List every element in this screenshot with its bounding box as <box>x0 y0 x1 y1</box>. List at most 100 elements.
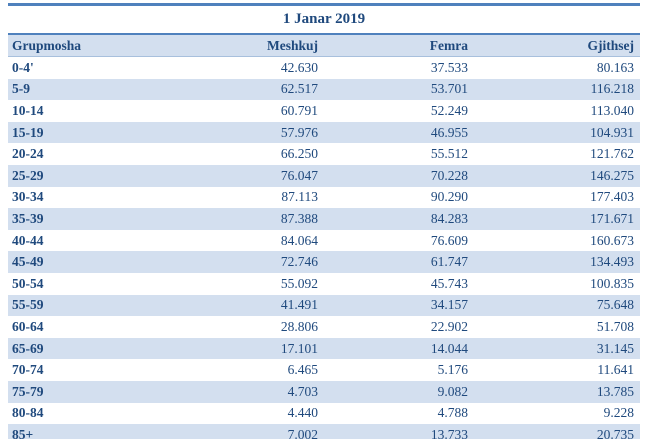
column-header-meshkuj: Meshkuj <box>176 34 324 57</box>
age-group-cell: 30-34 <box>12 189 44 205</box>
total-value-cell: 51.708 <box>596 318 635 334</box>
males-value-cell: 84.064 <box>280 232 318 248</box>
females-value-cell: 34.157 <box>430 297 468 313</box>
table-row: 25-29 76.047 70.228 146.275 <box>8 164 641 187</box>
column-header-femra: Femra <box>324 34 474 57</box>
males-value-cell: 4.440 <box>287 405 318 421</box>
age-group-cell: 15-19 <box>12 124 44 140</box>
total-value-cell: 11.641 <box>597 362 635 378</box>
age-group-cell: 5-9 <box>12 81 30 97</box>
table-body: 0-4' 42.630 37.533 80.163 5-9 62.517 53.701 116… <box>8 57 641 439</box>
females-value-cell: 46.955 <box>430 124 468 140</box>
table-row: 80-84 4.440 4.788 9.228 <box>8 403 640 425</box>
females-value-cell: 52.249 <box>430 102 468 118</box>
table-row: 70-74 6.465 5.176 11.641 <box>8 359 640 381</box>
table-row: 30-34 87.113 90.290 177.403 <box>8 187 640 209</box>
total-value-cell: 20.735 <box>596 426 635 439</box>
total-value-cell: 75.648 <box>596 297 635 313</box>
table-row: 40-44 84.064 76.609 160.673 <box>8 230 640 252</box>
males-value-cell: 28.806 <box>280 318 318 334</box>
table-row: 15-19 57.976 46.955 104.931 <box>8 121 641 144</box>
table-title: 1 Janar 2019 <box>8 4 641 35</box>
table-row: 55-59 41.491 34.157 75.648 <box>8 294 641 317</box>
total-value-cell: 80.163 <box>596 59 635 75</box>
table-row: 75-79 4.703 9.082 13.785 <box>8 380 641 403</box>
total-value-cell: 121.762 <box>590 146 635 162</box>
males-value-cell: 72.746 <box>280 254 318 270</box>
age-group-cell: 20-24 <box>12 146 44 162</box>
age-group-cell: 65-69 <box>12 340 44 356</box>
column-header-grupmosha: Grupmosha <box>8 34 176 57</box>
females-value-cell: 76.609 <box>430 232 468 248</box>
males-value-cell: 4.703 <box>287 383 318 399</box>
females-value-cell: 4.788 <box>437 405 468 421</box>
total-value-cell: 177.403 <box>590 189 635 205</box>
total-value-cell: 9.228 <box>603 405 635 421</box>
females-value-cell: 70.228 <box>430 167 468 183</box>
females-value-cell: 14.044 <box>430 340 468 356</box>
females-value-cell: 22.902 <box>430 318 468 334</box>
table-row: 65-69 17.101 14.044 31.145 <box>8 337 641 360</box>
females-value-cell: 13.733 <box>430 426 468 439</box>
males-value-cell: 57.976 <box>280 124 318 140</box>
table-row: 5-9 62.517 53.701 116.218 <box>8 78 641 101</box>
females-value-cell: 37.533 <box>430 59 468 75</box>
table-row: 50-54 55.092 45.743 100.835 <box>8 273 640 295</box>
males-value-cell: 7.002 <box>287 426 318 439</box>
females-value-cell: 61.747 <box>430 254 468 270</box>
age-group-cell: 45-49 <box>12 254 44 270</box>
total-value-cell: 171.671 <box>590 210 635 226</box>
total-value-cell: 31.145 <box>596 340 635 356</box>
table-row: 85+ 7.002 13.733 20.735 <box>8 424 641 439</box>
age-group-cell: 80-84 <box>12 405 44 421</box>
total-value-cell: 104.931 <box>590 124 635 140</box>
males-value-cell: 87.113 <box>281 189 318 205</box>
males-value-cell: 6.465 <box>287 362 318 378</box>
males-value-cell: 55.092 <box>280 275 318 291</box>
total-value-cell: 160.673 <box>590 232 635 248</box>
age-group-cell: 85+ <box>12 426 34 439</box>
population-by-age-table: 1 Janar 2019 Grupmosha Meshkuj Femra Gji… <box>8 3 641 439</box>
total-value-cell: 13.785 <box>596 383 635 399</box>
males-value-cell: 42.630 <box>280 59 318 75</box>
age-group-cell: 40-44 <box>12 232 44 248</box>
males-value-cell: 66.250 <box>280 146 318 162</box>
age-group-cell: 50-54 <box>12 275 44 291</box>
females-value-cell: 84.283 <box>430 210 468 226</box>
table-row: 60-64 28.806 22.902 51.708 <box>8 316 640 338</box>
table-row: 45-49 72.746 61.747 134.493 <box>8 251 641 273</box>
females-value-cell: 90.290 <box>430 189 468 205</box>
age-group-cell: 25-29 <box>12 167 44 183</box>
age-group-cell: 0-4' <box>12 59 34 75</box>
females-value-cell: 55.512 <box>430 146 468 162</box>
males-value-cell: 76.047 <box>280 167 318 183</box>
males-value-cell: 87.388 <box>280 210 318 226</box>
total-value-cell: 100.835 <box>590 275 635 291</box>
age-group-cell: 35-39 <box>12 210 44 226</box>
total-value-cell: 146.275 <box>590 167 635 183</box>
table-row: 20-24 66.250 55.512 121.762 <box>8 143 640 165</box>
total-value-cell: 116.218 <box>590 81 635 97</box>
males-value-cell: 41.491 <box>280 297 318 313</box>
table-title-row: 1 Janar 2019 <box>8 4 641 35</box>
age-group-cell: 60-64 <box>12 318 44 334</box>
total-value-cell: 134.493 <box>590 254 635 270</box>
males-value-cell: 60.791 <box>280 102 318 118</box>
females-value-cell: 53.701 <box>430 81 468 97</box>
males-value-cell: 17.101 <box>280 340 318 356</box>
age-group-cell: 10-14 <box>12 102 44 118</box>
table-row: 0-4' 42.630 37.533 80.163 <box>8 57 640 79</box>
table-row: 35-39 87.388 84.283 171.671 <box>8 208 641 230</box>
age-group-cell: 75-79 <box>12 383 44 399</box>
population-table-page: 1 Janar 2019 Grupmosha Meshkuj Femra Gji… <box>8 3 641 439</box>
males-value-cell: 62.517 <box>280 81 318 97</box>
females-value-cell: 5.176 <box>437 362 468 378</box>
age-group-cell: 55-59 <box>12 297 44 313</box>
age-group-cell: 70-74 <box>12 362 44 378</box>
females-value-cell: 45.743 <box>430 275 468 291</box>
table-header-row: Grupmosha Meshkuj Femra Gjithsej <box>8 34 641 57</box>
females-value-cell: 9.082 <box>437 383 468 399</box>
column-header-gjithsej: Gjithsej <box>474 34 641 57</box>
total-value-cell: 113.040 <box>590 102 635 118</box>
table-row: 10-14 60.791 52.249 113.040 <box>8 100 640 122</box>
